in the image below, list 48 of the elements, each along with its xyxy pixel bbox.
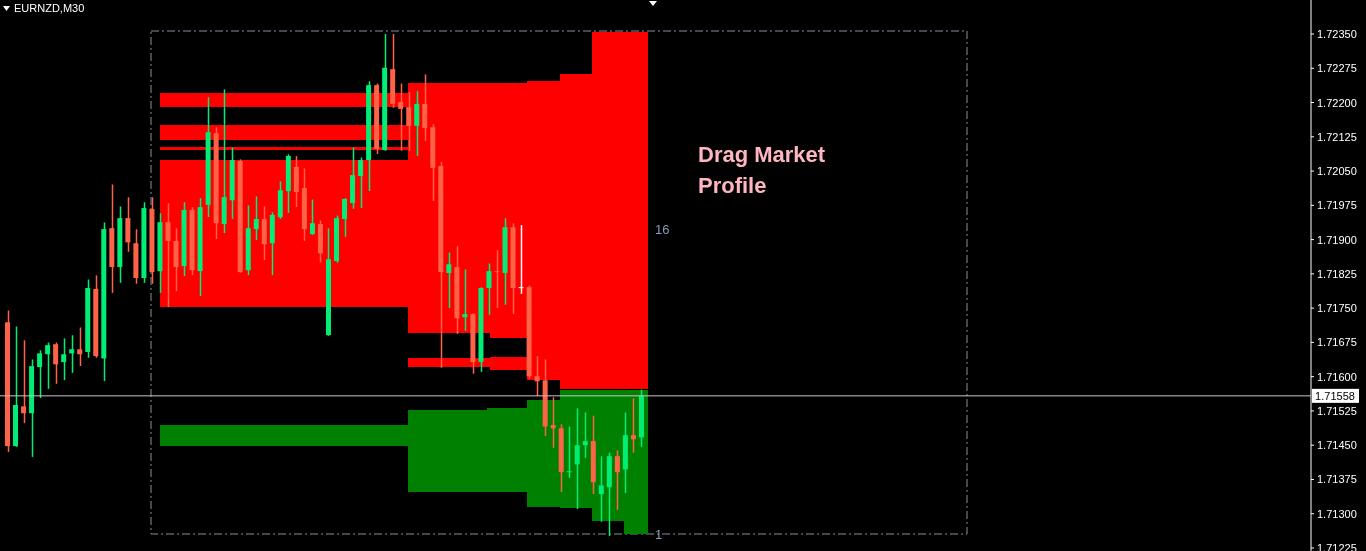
y-tick-label: 1.71375 [1317, 473, 1357, 486]
y-tick-label: 1.72275 [1317, 62, 1357, 75]
candlestick [486, 263, 492, 315]
candlestick [61, 338, 67, 381]
candlestick [598, 456, 604, 522]
annotation: 16 [655, 221, 671, 239]
candlestick [37, 350, 43, 398]
y-tick-label: 1.71600 [1317, 370, 1357, 383]
candlestick [566, 426, 572, 478]
y-tick-label: 1.71300 [1317, 507, 1357, 520]
y-tick-label: 1.72200 [1317, 96, 1357, 109]
candlestick [77, 327, 83, 366]
y-tick-label: 1.71900 [1317, 233, 1357, 246]
y-tick-label: 1.71525 [1317, 404, 1357, 417]
candlestick [45, 342, 51, 389]
y-tick-label: 1.71825 [1317, 267, 1357, 280]
candlestick [630, 398, 636, 453]
candlestick [253, 196, 259, 240]
candlestick [574, 408, 580, 509]
candlestick [494, 250, 500, 308]
candlestick [21, 340, 27, 424]
y-tick-label: 1.71675 [1317, 336, 1357, 349]
candlestick [358, 157, 364, 208]
candlestick [550, 397, 556, 448]
ref-line-label: 1.71558 [1315, 389, 1355, 402]
candlestick [414, 91, 420, 156]
y-tick-label: 1.72050 [1317, 165, 1357, 178]
candlestick [582, 412, 588, 458]
candlestick [446, 252, 452, 308]
candlestick [69, 335, 75, 373]
candlestick [406, 92, 412, 151]
candlestick [53, 342, 59, 384]
candlestick [462, 269, 468, 331]
annotation: 1 [655, 526, 664, 544]
chart-title: EURNZD,M30 [14, 2, 85, 14]
y-tick-label: 1.72125 [1317, 130, 1357, 143]
candlestick [165, 203, 171, 308]
candlestick [309, 199, 315, 235]
y-tick-label: 1.72350 [1317, 28, 1357, 40]
candlestick [534, 356, 540, 397]
annotation: Drag Market Profile [698, 141, 827, 200]
candlestick [518, 225, 524, 294]
candlestick [342, 198, 348, 237]
candlestick [398, 83, 404, 151]
candlestick [614, 450, 620, 510]
y-tick-label: 1.71450 [1317, 439, 1357, 452]
y-tick-label: 1.71750 [1317, 302, 1357, 315]
y-tick-label: 1.71975 [1317, 199, 1357, 212]
